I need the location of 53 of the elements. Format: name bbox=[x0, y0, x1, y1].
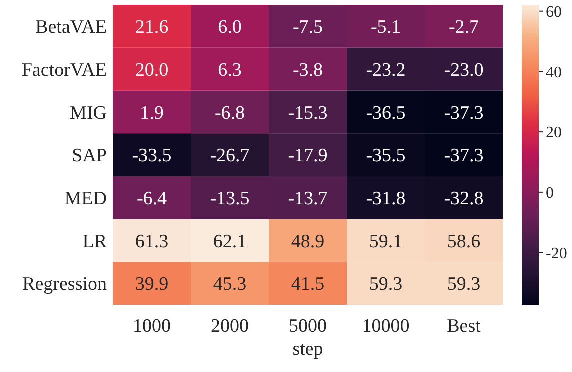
data-label: 58.6 bbox=[447, 231, 481, 252]
color-bar-label: 40 bbox=[546, 64, 562, 82]
data-label: 21.6 bbox=[135, 17, 169, 38]
data-label: 59.3 bbox=[447, 274, 481, 296]
data-label: 61.3 bbox=[135, 231, 169, 252]
x-tick-label: 10000 bbox=[362, 316, 410, 337]
data-label: -31.8 bbox=[366, 188, 406, 210]
data-label: 6.3 bbox=[218, 60, 242, 81]
data-label: -7.5 bbox=[292, 17, 324, 38]
y-tick-label: SAP bbox=[72, 146, 107, 167]
data-label: -6.8 bbox=[214, 102, 246, 124]
data-label: -36.5 bbox=[366, 102, 406, 124]
y-tick-label: MIG bbox=[70, 102, 108, 124]
data-label: 39.9 bbox=[135, 274, 169, 296]
data-label: -32.8 bbox=[444, 188, 484, 210]
data-label: -3.8 bbox=[292, 60, 324, 81]
x-tick-label: 1000 bbox=[133, 316, 171, 337]
color-bar-label: 0 bbox=[546, 185, 554, 202]
data-label: -5.1 bbox=[370, 17, 402, 38]
color-bar-label: 60 bbox=[546, 4, 562, 21]
data-label: -37.3 bbox=[444, 102, 484, 124]
data-label: 41.5 bbox=[291, 274, 325, 296]
data-label: -23.0 bbox=[444, 60, 484, 81]
data-label: 45.3 bbox=[213, 274, 247, 296]
data-label: 62.1 bbox=[213, 231, 247, 252]
x-axis-title: step bbox=[292, 339, 324, 360]
data-label: -15.3 bbox=[288, 102, 328, 124]
data-label: -33.5 bbox=[132, 146, 172, 167]
y-tick-label: MED bbox=[64, 188, 107, 210]
data-label: -17.9 bbox=[288, 146, 328, 167]
data-label: -13.7 bbox=[288, 188, 328, 210]
data-label: -26.7 bbox=[210, 146, 250, 167]
x-tick-label: 5000 bbox=[289, 316, 327, 337]
y-tick-label: FactorVAE bbox=[22, 60, 107, 81]
data-label: 48.9 bbox=[291, 231, 325, 252]
data-label: -2.7 bbox=[448, 17, 480, 38]
data-label: -13.5 bbox=[210, 188, 250, 210]
x-tick-label: Best bbox=[447, 316, 482, 337]
data-label: 59.3 bbox=[369, 274, 403, 296]
data-label: -6.4 bbox=[136, 188, 168, 210]
x-tick-label: 2000 bbox=[211, 316, 249, 337]
data-label: 20.0 bbox=[135, 60, 169, 81]
data-label: -37.3 bbox=[444, 146, 484, 167]
y-tick-label: LR bbox=[82, 231, 108, 252]
color-bar-label: -20 bbox=[546, 245, 568, 262]
y-tick-label: Regression bbox=[22, 274, 108, 296]
data-label: 59.1 bbox=[369, 231, 403, 252]
color-bar-label: 20 bbox=[546, 124, 562, 142]
data-label: -35.5 bbox=[366, 146, 406, 167]
y-tick-label: BetaVAE bbox=[36, 17, 107, 38]
data-label: 1.9 bbox=[140, 102, 164, 124]
data-label: 6.0 bbox=[218, 17, 242, 38]
data-label: -23.2 bbox=[366, 60, 406, 81]
